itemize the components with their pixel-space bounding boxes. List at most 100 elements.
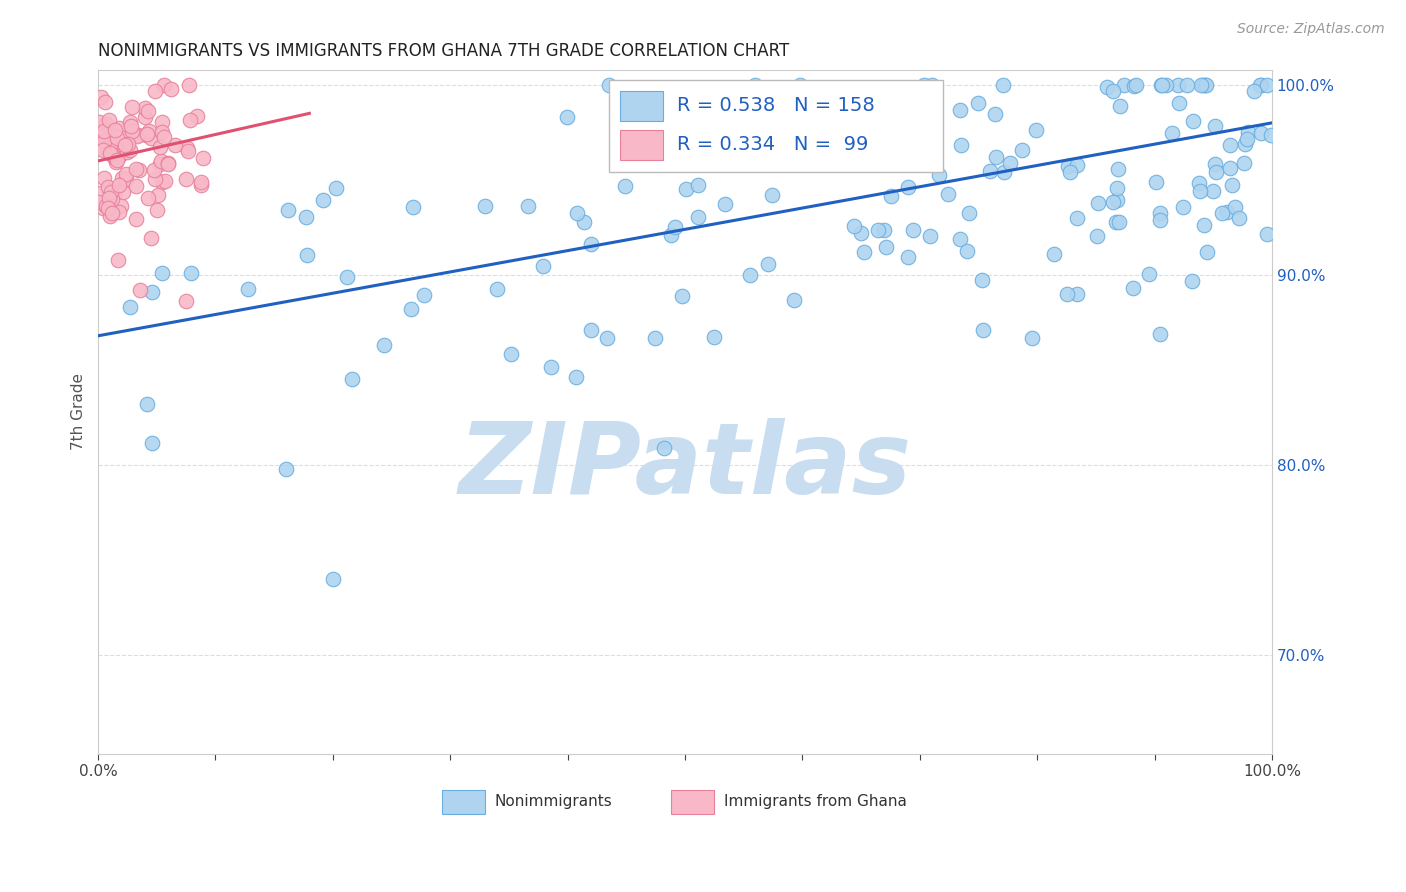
- Point: [1192, 78, 1215, 92]
- Point: [1122, 281, 1144, 295]
- Point: [1243, 84, 1265, 98]
- Point: [752, 101, 775, 115]
- Point: [121, 100, 143, 114]
- Point: [1056, 286, 1078, 301]
- Point: [1087, 229, 1109, 244]
- Point: [1188, 184, 1211, 198]
- Point: [118, 300, 141, 314]
- Point: [851, 227, 873, 241]
- Point: [675, 136, 697, 151]
- Point: [402, 201, 425, 215]
- Point: [897, 250, 920, 264]
- Text: ZIPatlas: ZIPatlas: [458, 418, 911, 515]
- Point: [118, 143, 141, 157]
- Point: [1043, 246, 1066, 260]
- Point: [150, 175, 173, 189]
- Point: [1066, 286, 1088, 301]
- Point: [1219, 138, 1241, 153]
- Point: [1107, 181, 1129, 195]
- Point: [1137, 267, 1160, 281]
- Point: [97, 191, 120, 205]
- Point: [108, 147, 131, 161]
- FancyBboxPatch shape: [620, 91, 662, 121]
- Point: [135, 127, 157, 141]
- Point: [949, 103, 972, 117]
- Point: [714, 197, 737, 211]
- Point: [1167, 78, 1189, 92]
- Point: [474, 199, 496, 213]
- Point: [145, 171, 167, 186]
- Point: [1011, 143, 1033, 157]
- Point: [1194, 78, 1216, 92]
- Point: [1181, 114, 1204, 128]
- Text: Immigrants from Ghana: Immigrants from Ghana: [724, 795, 907, 809]
- FancyBboxPatch shape: [441, 790, 485, 814]
- Point: [499, 347, 522, 361]
- Point: [150, 115, 173, 129]
- Point: [957, 206, 980, 220]
- Point: [138, 124, 160, 138]
- Point: [1249, 78, 1271, 92]
- Point: [160, 82, 183, 96]
- Point: [135, 128, 157, 143]
- Point: [1188, 176, 1211, 190]
- Point: [277, 203, 299, 218]
- Point: [322, 572, 344, 586]
- Text: NONIMMIGRANTS VS IMMIGRANTS FROM GHANA 7TH GRADE CORRELATION CHART: NONIMMIGRANTS VS IMMIGRANTS FROM GHANA 7…: [98, 42, 789, 60]
- Point: [153, 78, 176, 92]
- Point: [783, 293, 806, 307]
- Point: [866, 223, 889, 237]
- Point: [991, 78, 1014, 92]
- Point: [98, 112, 121, 127]
- Point: [1220, 178, 1243, 192]
- Point: [100, 186, 122, 200]
- Point: [128, 283, 150, 297]
- Point: [1181, 274, 1204, 288]
- Point: [1194, 78, 1216, 92]
- Point: [157, 156, 180, 170]
- Point: [127, 128, 149, 143]
- Point: [146, 187, 169, 202]
- Point: [1219, 161, 1241, 175]
- Point: [956, 244, 979, 259]
- Point: [120, 119, 142, 133]
- Point: [1109, 99, 1132, 113]
- Point: [104, 185, 127, 199]
- Point: [110, 199, 132, 213]
- Point: [1102, 194, 1125, 209]
- Point: [688, 178, 710, 193]
- Point: [671, 289, 693, 303]
- Point: [972, 323, 994, 337]
- Point: [98, 122, 121, 136]
- Text: Source: ZipAtlas.com: Source: ZipAtlas.com: [1237, 22, 1385, 37]
- Point: [1144, 175, 1167, 189]
- Point: [155, 174, 177, 188]
- Point: [412, 288, 434, 302]
- Point: [115, 145, 138, 160]
- Point: [186, 109, 208, 123]
- Point: [675, 182, 697, 196]
- Point: [295, 210, 318, 224]
- Point: [1087, 196, 1109, 211]
- Point: [644, 331, 666, 345]
- Point: [1122, 79, 1144, 94]
- Point: [105, 130, 128, 145]
- Point: [1025, 122, 1047, 136]
- Point: [97, 201, 120, 215]
- Point: [141, 285, 163, 299]
- Point: [149, 157, 172, 171]
- Point: [134, 110, 156, 124]
- Text: Nonimmigrants: Nonimmigrants: [495, 795, 613, 809]
- Point: [761, 187, 783, 202]
- Y-axis label: 7th Grade: 7th Grade: [72, 374, 86, 450]
- Point: [897, 179, 920, 194]
- Point: [149, 140, 172, 154]
- Point: [740, 268, 762, 282]
- Point: [90, 90, 112, 104]
- Point: [979, 164, 1001, 178]
- Point: [540, 359, 562, 374]
- Point: [595, 331, 617, 345]
- Point: [100, 147, 122, 161]
- Point: [90, 186, 112, 200]
- Point: [149, 154, 172, 169]
